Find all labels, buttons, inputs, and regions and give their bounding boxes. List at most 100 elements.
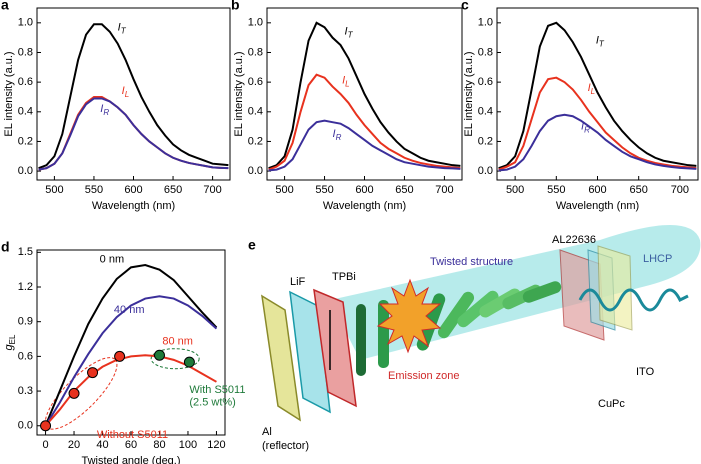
y-tick-label: 0.4 xyxy=(18,106,33,118)
label: Emission zone xyxy=(388,370,460,382)
y-tick-label: 0.0 xyxy=(18,165,33,177)
x-tick-label: 600 xyxy=(124,184,142,196)
series-label-main: Without S5011 xyxy=(97,429,168,441)
series-label: IT xyxy=(118,21,127,35)
y-tick-label: 0.6 xyxy=(18,76,33,88)
panel-letter: c xyxy=(461,0,469,13)
series-line xyxy=(268,73,461,171)
ellipse-annotation xyxy=(150,348,200,370)
y-tick-label: 1.0 xyxy=(248,17,263,29)
x-tick-label: 700 xyxy=(671,184,689,196)
y-tick-label: 1.5 xyxy=(18,246,33,258)
series-label: IL xyxy=(588,82,596,96)
y-tick-label: 0.6 xyxy=(18,350,33,362)
x-tick-label: 650 xyxy=(630,184,648,196)
series-line xyxy=(44,264,218,427)
lhcp-helix xyxy=(578,288,689,312)
device-diagram: e LiF TPBi Twisted structure AL22636 LHC… xyxy=(248,225,701,452)
x-tick-label: 500 xyxy=(45,184,63,196)
y-tick-label: 0.8 xyxy=(248,46,263,58)
x-tick-label: 100 xyxy=(179,439,197,451)
x-tick-label: 650 xyxy=(164,184,182,196)
label: (reflector) xyxy=(262,440,309,452)
series-label-main: I xyxy=(333,128,336,140)
label: Twisted structure xyxy=(430,256,513,268)
label: TPBi xyxy=(332,271,356,283)
point xyxy=(153,349,165,361)
series-label-main: I xyxy=(596,35,599,47)
y-axis-label: gEL xyxy=(3,334,17,350)
y-axis-label: EL intensity (a.u.) xyxy=(3,51,15,136)
series-line xyxy=(38,23,229,170)
series-label-main: I xyxy=(588,82,591,94)
series-label-main: I xyxy=(118,21,121,33)
x-tick-label: 700 xyxy=(203,184,221,196)
y-tick-label: 0.9 xyxy=(18,316,33,328)
y-tick-label: 1.0 xyxy=(478,17,493,29)
series-line xyxy=(268,119,461,172)
series-label-main: I xyxy=(581,121,584,133)
y-tick-label: 0.2 xyxy=(18,135,33,147)
series-label: IR xyxy=(333,128,342,142)
y-tick-label: 0.8 xyxy=(18,46,33,58)
y-axis-label-sub: EL xyxy=(8,334,17,344)
label: LHCP xyxy=(643,253,672,265)
y-axis-label-main: EL intensity (a.u.) xyxy=(3,51,15,136)
series-label: IR xyxy=(581,121,590,135)
plot-frame xyxy=(36,7,231,181)
series-line xyxy=(44,295,218,427)
series-label: IT xyxy=(345,26,354,40)
series-label-main: With S5011 xyxy=(189,384,245,396)
y-axis-label-main: EL intensity (a.u.) xyxy=(463,51,475,136)
label: LiF xyxy=(290,276,306,288)
series-label-main: 40 nm xyxy=(114,304,145,316)
annotation: (2.5 wt%) xyxy=(189,397,235,409)
point xyxy=(114,350,126,362)
y-tick-label: 0.0 xyxy=(478,165,493,177)
point xyxy=(40,420,52,432)
emission-burst xyxy=(376,278,442,354)
x-tick-label: 120 xyxy=(207,439,225,451)
label: CuPc xyxy=(598,398,625,410)
point xyxy=(183,356,195,368)
series-label-sub: R xyxy=(336,133,342,142)
series-line xyxy=(498,113,697,172)
panel-letter: d xyxy=(1,239,10,255)
series-label-sub: L xyxy=(345,80,349,89)
series-label: 80 nm xyxy=(162,335,193,347)
series-label-sub: T xyxy=(348,31,354,40)
lif-layer xyxy=(289,290,331,414)
x-tick-label: 550 xyxy=(85,184,103,196)
panel-letter: a xyxy=(1,0,9,13)
tpbi-layer xyxy=(313,288,357,408)
x-axis-label: Wavelength (nm) xyxy=(556,200,639,212)
x-tick-label: 40 xyxy=(96,439,108,451)
series-label: 40 nm xyxy=(114,304,145,316)
series-label-main: I xyxy=(122,85,125,97)
series-label-sub: R xyxy=(103,108,109,117)
series-line xyxy=(268,21,461,170)
point xyxy=(68,387,80,399)
y-tick-label: 0.4 xyxy=(248,106,263,118)
series-label: IT xyxy=(596,35,605,49)
y-tick-label: 0.0 xyxy=(248,165,263,177)
y-axis-label: EL intensity (a.u.) xyxy=(233,51,245,136)
series-label-sub: L xyxy=(125,90,129,99)
panel-letter: e xyxy=(248,237,256,253)
series-label-main: 80 nm xyxy=(162,335,193,347)
x-tick-label: 60 xyxy=(125,439,137,451)
panel-letter: b xyxy=(231,0,240,13)
x-tick-label: 650 xyxy=(395,184,413,196)
x-axis-label: Wavelength (nm) xyxy=(92,200,175,212)
series-label-sub: T xyxy=(599,40,605,49)
series-label: IR xyxy=(100,103,109,117)
label: ITO xyxy=(636,366,655,378)
point xyxy=(87,367,99,379)
series-label-main: I xyxy=(345,26,348,38)
series-label: 0 nm xyxy=(100,253,124,265)
y-tick-label: 1.0 xyxy=(18,17,33,29)
x-tick-label: 600 xyxy=(588,184,606,196)
x-tick-label: 20 xyxy=(68,439,80,451)
series-line xyxy=(498,21,697,170)
